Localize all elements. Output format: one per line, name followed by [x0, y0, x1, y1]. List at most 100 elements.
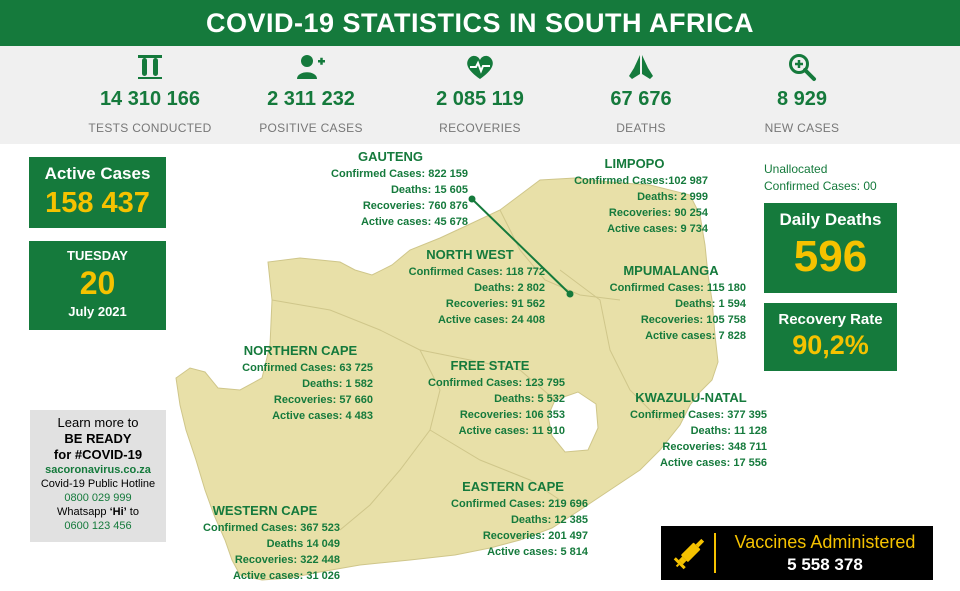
stat-value: 14 310 166 — [99, 88, 201, 110]
whatsapp-hi: ‘Hi’ — [109, 506, 127, 518]
active-cases-value: 158 437 — [45, 187, 150, 219]
vaccines-value: 5 558 378 — [787, 555, 863, 574]
region-deaths: Deaths: 2 999 — [637, 191, 708, 203]
test-tubes-icon — [138, 55, 162, 79]
recovery-rate-box: Recovery Rate 90,2% — [764, 303, 897, 371]
region-deaths: Deaths: 1 582 — [302, 378, 373, 390]
stat-tests: 14 310 166 TESTS CONDUCTED — [55, 46, 245, 135]
vaccines-box: Vaccines Administered 5 558 378 — [661, 526, 933, 580]
region-name: FREE STATE — [450, 358, 530, 373]
region-name: WESTERN CAPE — [212, 503, 318, 518]
heartbeat-icon — [467, 55, 493, 79]
region-confirmed: Confirmed Cases: 367 523 — [203, 522, 340, 534]
stat-deaths: 67 676 DEATHS — [546, 46, 736, 135]
stat-recoveries: 2 085 119 RECOVERIES — [385, 46, 575, 135]
stat-label: RECOVERIES — [439, 121, 521, 135]
region-confirmed: Confirmed Cases: 822 159 — [331, 168, 468, 180]
region-deaths: Deaths: 5 532 — [494, 393, 565, 405]
hotline-number: 0800 029 999 — [64, 492, 132, 504]
region-recoveries: Recoveries: 105 758 — [640, 314, 746, 326]
unallocated-note: Unallocated Confirmed Cases: 00 — [764, 161, 877, 195]
region-confirmed: Confirmed Cases: 123 795 — [428, 377, 565, 389]
region-name: MPUMALANGA — [623, 263, 719, 278]
hotline-label: Covid-19 Public Hotline — [40, 478, 156, 490]
daily-deaths-label: Daily Deaths — [779, 210, 882, 229]
stat-label: NEW CASES — [764, 121, 840, 135]
region-kwazulu-natal: KWAZULU-NATAL Confirmed Cases: 377 395 D… — [615, 390, 767, 471]
stat-label: TESTS CONDUCTED — [88, 121, 212, 135]
recovery-rate-label: Recovery Rate — [778, 311, 883, 328]
recovery-rate-value: 90,2% — [792, 330, 869, 360]
page-title: COVID-19 STATISTICS IN SOUTH AFRICA — [0, 0, 960, 46]
region-deaths: Deaths 14 049 — [266, 538, 340, 550]
region-active: Active cases: 45 678 — [360, 216, 468, 228]
daily-deaths-value: 596 — [793, 232, 868, 281]
region-recoveries: Recoveries: 201 497 — [482, 530, 588, 542]
region-western-cape: WESTERN CAPE Confirmed Cases: 367 523 De… — [190, 503, 340, 584]
region-gauteng: GAUTENG Confirmed Cases: 822 159 Deaths:… — [318, 149, 468, 230]
region-active: Active cases: 5 814 — [487, 546, 588, 558]
be-ready-line: BE READY — [64, 431, 132, 446]
daily-deaths-box: Daily Deaths 596 — [764, 203, 897, 293]
zoom-plus-icon — [789, 54, 816, 81]
region-name: NORTH WEST — [426, 247, 514, 262]
region-recoveries: Recoveries: 90 254 — [608, 207, 708, 219]
stat-value: 2 085 119 — [436, 88, 524, 110]
region-active: Active cases: 9 734 — [607, 223, 708, 235]
stat-new-cases: 8 929 NEW CASES — [707, 46, 897, 135]
region-deaths: Deaths: 11 128 — [690, 425, 767, 437]
website-link[interactable]: sacoronavirus.co.za — [45, 464, 151, 476]
region-deaths: Deaths: 2 802 — [474, 282, 545, 294]
region-confirmed: Confirmed Cases: 118 772 — [408, 266, 545, 278]
stat-label: POSITIVE CASES — [259, 121, 363, 135]
whatsapp-number: 0600 123 456 — [64, 520, 132, 532]
region-active: Active cases: 31 026 — [232, 570, 340, 582]
whatsapp-line: Whatsapp ‘Hi’ to — [30, 505, 166, 519]
active-cases-label: Active Cases — [44, 164, 151, 183]
region-active: Active cases: 4 483 — [272, 410, 373, 422]
region-deaths: Deaths: 1 594 — [675, 298, 746, 310]
region-mpumalanga: MPUMALANGA Confirmed Cases: 115 180 Deat… — [596, 263, 746, 344]
hashtag-line: for #COVID-19 — [53, 447, 143, 462]
stat-positive: 2 311 232 POSITIVE CASES — [216, 46, 406, 135]
region-active: Active cases: 24 408 — [437, 314, 545, 326]
region-recoveries: Recoveries: 91 562 — [445, 298, 545, 310]
stat-value: 8 929 — [776, 88, 828, 110]
add-user-icon — [297, 55, 325, 79]
stat-label: DEATHS — [616, 121, 666, 135]
praying-hands-icon — [629, 55, 653, 79]
unallocated-line: Unallocated — [764, 162, 828, 176]
learn-more-box: Learn more to BE READY for #COVID-19 sac… — [30, 410, 166, 542]
unallocated-cases: Confirmed Cases: 00 — [764, 179, 877, 193]
stats-bar: 14 310 166 TESTS CONDUCTED 2 311 232 POS… — [0, 46, 960, 144]
vaccines-label: Vaccines Administered — [734, 532, 916, 552]
date-box: TUESDAY 20 July 2021 — [29, 241, 166, 330]
region-northern-cape: NORTHERN CAPE Confirmed Cases: 63 725 De… — [228, 343, 373, 424]
region-recoveries: Recoveries: 322 448 — [234, 554, 340, 566]
region-confirmed: Confirmed Cases:102 987 — [574, 175, 708, 187]
region-eastern-cape: EASTERN CAPE Confirmed Cases: 219 696 De… — [438, 479, 588, 560]
region-active: Active cases: 11 910 — [458, 425, 565, 437]
region-confirmed: Confirmed Cases: 219 696 — [451, 498, 588, 510]
region-name: GAUTENG — [358, 149, 423, 164]
region-recoveries: Recoveries: 106 353 — [459, 409, 565, 421]
region-confirmed: Confirmed Cases: 377 395 — [630, 409, 767, 421]
region-name: EASTERN CAPE — [462, 479, 564, 494]
region-limpopo: LIMPOPO Confirmed Cases:102 987 Deaths: … — [561, 156, 708, 237]
region-free-state: FREE STATE Confirmed Cases: 123 795 Deat… — [415, 358, 565, 439]
region-confirmed: Confirmed Cases: 63 725 — [242, 362, 373, 374]
divider — [714, 533, 716, 573]
region-name: NORTHERN CAPE — [243, 343, 358, 358]
whatsapp-prefix: Whatsapp — [57, 506, 110, 518]
whatsapp-suffix: to — [126, 506, 139, 518]
region-deaths: Deaths: 12 385 — [510, 514, 588, 526]
stat-value: 2 311 232 — [267, 88, 355, 110]
region-name: KWAZULU-NATAL — [635, 390, 747, 405]
region-north-west: NORTH WEST Confirmed Cases: 118 772 Deat… — [395, 247, 545, 328]
date-month-year: July 2021 — [68, 304, 127, 319]
date-day: 20 — [79, 265, 116, 301]
date-weekday: TUESDAY — [67, 248, 128, 263]
stat-value: 67 676 — [610, 88, 672, 110]
region-name: LIMPOPO — [604, 156, 665, 171]
